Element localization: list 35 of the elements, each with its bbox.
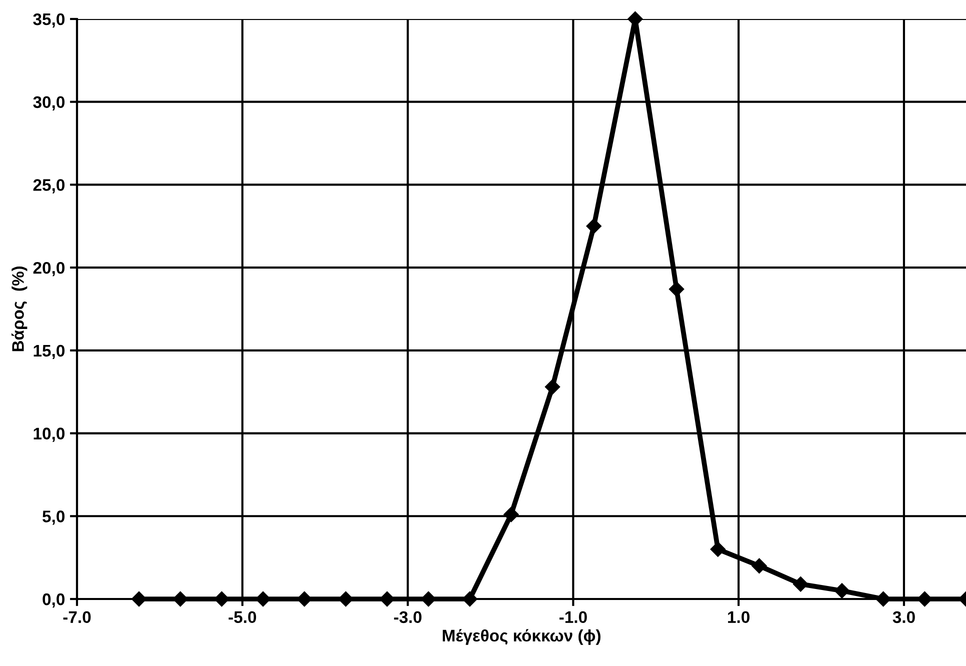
point <box>668 282 684 297</box>
y-tick-label: 0,0 <box>42 593 65 608</box>
point <box>504 506 519 522</box>
x-tick-label: -1.0 <box>559 611 587 624</box>
point <box>338 591 354 607</box>
point <box>462 591 478 607</box>
x-tick-label: 1.0 <box>728 611 750 624</box>
x-tick-label: -3.0 <box>394 611 422 624</box>
y-tick-label: 15,0 <box>34 344 65 360</box>
point <box>752 558 767 574</box>
point <box>380 591 395 607</box>
x-axis-title: Μέγεθος κόκκων (ϕ) <box>442 629 600 645</box>
y-tick-label: 30,0 <box>33 96 65 110</box>
point <box>544 379 560 394</box>
y-tick-label: 35,0 <box>33 13 65 28</box>
point <box>917 591 932 607</box>
x-tick-label: 3.0 <box>892 611 915 624</box>
x-tick-label: -5.0 <box>228 611 256 624</box>
y-tick-label: 25,0 <box>33 179 65 194</box>
point <box>255 591 271 607</box>
point <box>793 576 808 592</box>
point <box>172 591 188 607</box>
point <box>296 591 312 607</box>
point <box>214 591 230 607</box>
point <box>131 591 147 607</box>
y-tick-label: 5,0 <box>42 510 65 525</box>
point <box>876 591 891 607</box>
point <box>710 542 726 557</box>
y-tick-label: 10,0 <box>34 428 65 442</box>
y-tick-label: 20,0 <box>33 262 65 276</box>
point <box>586 218 602 234</box>
y-axis-title: Βάρος (%) <box>11 266 28 352</box>
point <box>420 591 436 607</box>
point <box>834 583 850 598</box>
x-tick-label: -7.0 <box>63 611 91 624</box>
